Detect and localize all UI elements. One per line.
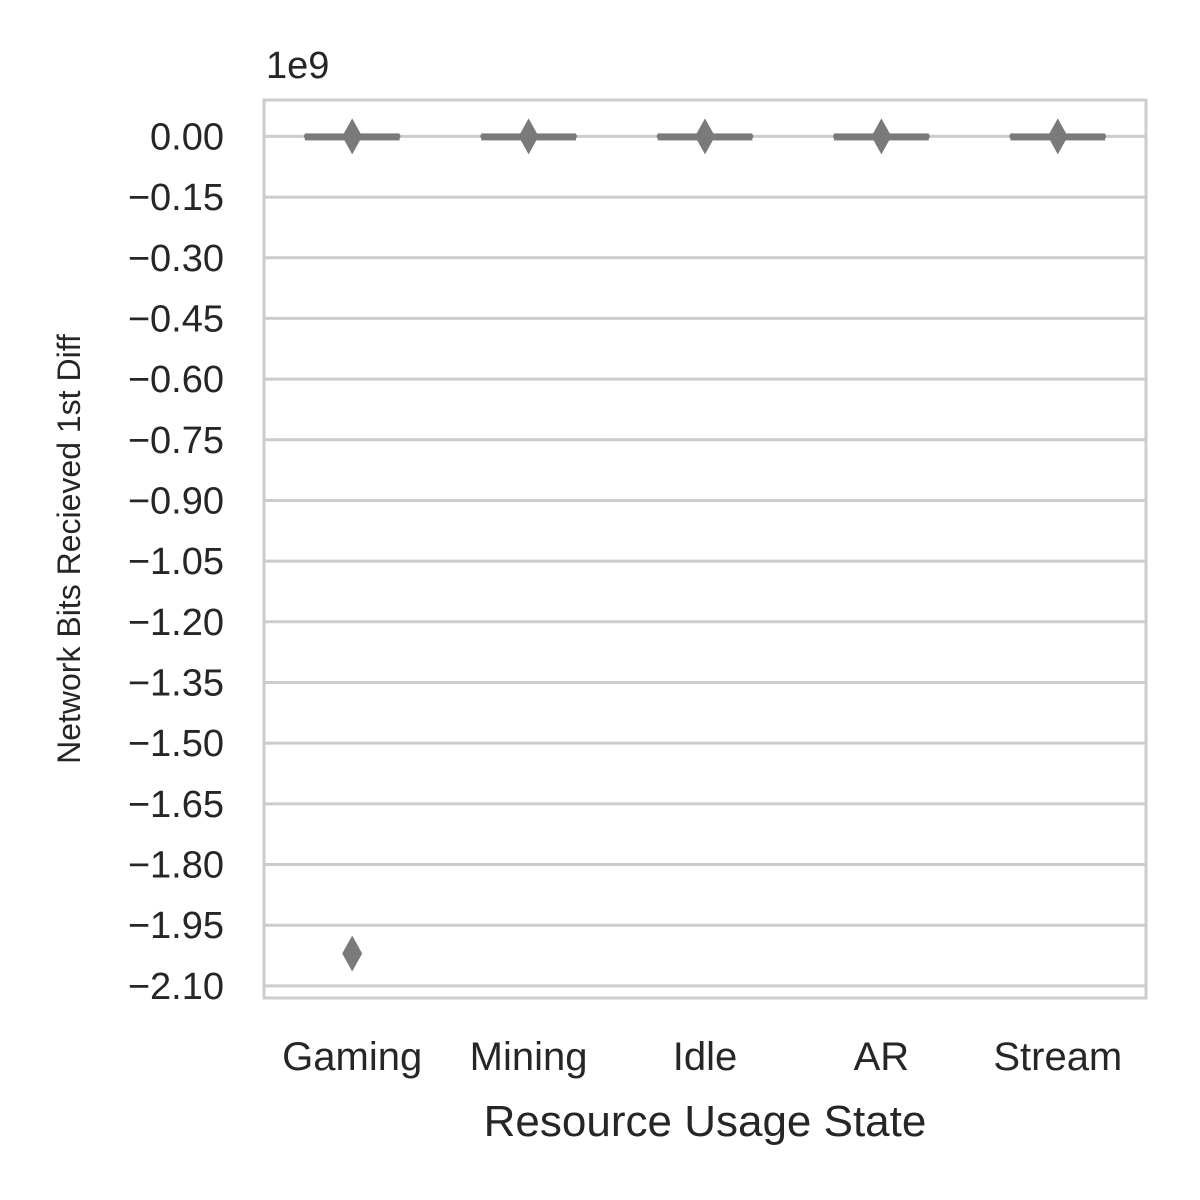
y-tick-label: −1.05 [128,541,224,583]
y-tick-labels: 0.00 −0.15 −0.30 −0.45 −0.60 −0.75 −0.90 −1.05 −… [128,116,224,1007]
box-mining [480,118,577,155]
y-tick-label: −0.45 [128,298,224,340]
x-tick-label: AR [854,1035,910,1079]
y-tick-label: −1.20 [128,602,224,644]
box-gaming [303,118,401,972]
y-tick-label: −1.65 [128,784,224,826]
y-tick-label: −1.95 [128,905,224,947]
boxes [303,118,1107,972]
y-tick-label: −0.15 [128,177,224,219]
y-tick-label: −0.90 [128,480,224,522]
box-stream [1009,118,1107,155]
x-tick-label: Gaming [282,1035,422,1079]
outlier-marker [695,118,715,155]
y-tick-label: −2.10 [128,966,224,1008]
y-tick-label: −1.35 [128,662,224,704]
x-tick-label: Mining [470,1035,588,1079]
y-tick-label: −0.60 [128,359,224,401]
y-tick-label: −0.30 [128,238,224,280]
outlier-marker [871,118,892,155]
x-tick-label: Idle [673,1035,738,1079]
gridlines [264,134,1146,988]
x-axis-title: Resource Usage State [484,1097,927,1146]
box-ar [833,118,930,155]
plot-frame [262,98,1148,1000]
y-tick-label: −1.50 [128,723,224,765]
y-tick-label: 0.00 [150,116,224,158]
y-offset-label: 1e9 [266,45,329,87]
outlier-marker [342,118,363,155]
y-tick-label: −0.75 [128,420,224,462]
y-tick-label: −1.80 [128,845,224,887]
outlier-marker [1047,118,1068,155]
outlier-marker [518,118,539,155]
x-tick-label: Stream [993,1035,1122,1079]
x-tick-labels: Gaming Mining Idle AR Stream [282,1035,1122,1079]
y-axis-title: Network Bits Recieved 1st Diff [51,334,87,764]
outlier-marker [342,935,363,972]
box-idle [656,118,754,155]
